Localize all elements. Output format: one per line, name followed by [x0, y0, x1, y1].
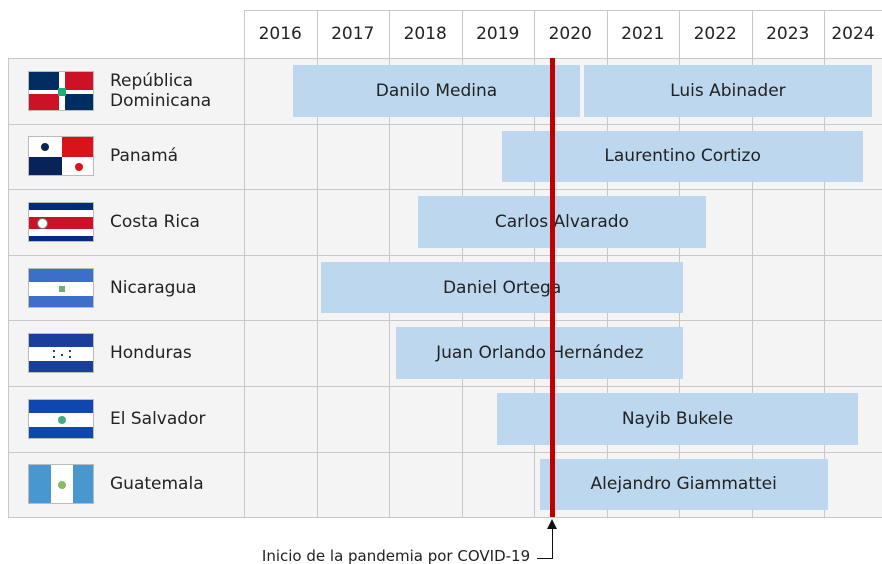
- grid-line: [316, 10, 318, 518]
- table-line: [8, 58, 882, 59]
- country-label: Guatemala: [110, 474, 204, 495]
- arrow-foot: [537, 558, 553, 560]
- x-tick-label: 2023: [766, 24, 810, 44]
- row-line: [8, 517, 882, 519]
- x-tick-label: 2021: [621, 24, 665, 44]
- table-line: [8, 58, 9, 518]
- row-line: [8, 123, 882, 125]
- flag: [28, 70, 94, 111]
- term-bar: Luis Abinader: [584, 65, 872, 117]
- table-line: [244, 10, 882, 11]
- term-bar: Laurentino Cortizo: [502, 130, 864, 183]
- flag: [28, 202, 94, 242]
- flag: [28, 398, 94, 439]
- x-tick-label: 2016: [258, 24, 302, 44]
- covid-line: [549, 58, 555, 518]
- term-bar: Juan Orlando Hernández: [396, 327, 684, 379]
- arrow-head: [547, 519, 558, 530]
- country-label: Costa Rica: [110, 211, 200, 232]
- flag: [28, 333, 94, 374]
- term-bar: Alejandro Giammattei: [539, 458, 828, 511]
- grid-line: [751, 10, 753, 518]
- country-label: República Dominicana: [110, 70, 212, 111]
- term-bar: Carlos Alvarado: [418, 196, 706, 248]
- grid-line: [244, 10, 245, 518]
- row-line: [8, 254, 882, 256]
- arrow-stem: [551, 527, 553, 560]
- term-bar: Danilo Medina: [293, 65, 580, 117]
- flag: [28, 136, 94, 177]
- row-line: [8, 386, 882, 387]
- x-tick-label: 2017: [331, 24, 375, 44]
- annotation-text: Inicio de la pandemia por COVID-19: [261, 547, 531, 564]
- country-label: Nicaragua: [110, 277, 197, 298]
- row-line: [8, 451, 882, 453]
- row-line: [8, 320, 882, 322]
- term-bar: Daniel Ortega: [320, 261, 684, 314]
- x-tick-label: 2018: [403, 24, 447, 44]
- flag: [28, 267, 94, 308]
- country-label: Honduras: [110, 343, 192, 364]
- country-label: El Salvador: [110, 408, 206, 429]
- country-label: Panamá: [110, 146, 179, 167]
- x-tick-label: 2020: [548, 24, 592, 44]
- grid-line: [824, 10, 825, 518]
- x-tick-label: 2019: [476, 24, 520, 44]
- flag: [28, 464, 94, 505]
- x-tick-label: 2024: [831, 24, 875, 44]
- row-line: [8, 189, 882, 191]
- x-tick-label: 2022: [693, 24, 737, 44]
- term-bar: Nayib Bukele: [497, 393, 859, 445]
